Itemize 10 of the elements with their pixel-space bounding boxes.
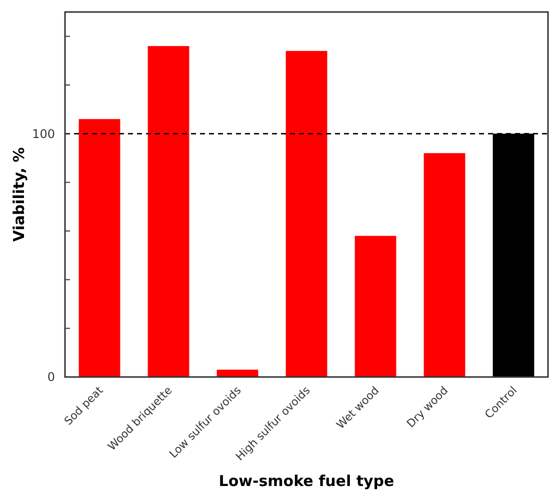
y-axis-title: Viability, %: [10, 147, 28, 242]
bar: [424, 153, 466, 377]
x-axis-title: Low-smoke fuel type: [218, 472, 394, 490]
bar: [78, 119, 120, 377]
bar: [354, 236, 396, 377]
bar: [148, 46, 190, 377]
bar: [286, 50, 328, 377]
y-tick-label: 0: [47, 370, 55, 384]
y-tick-label: 100: [32, 126, 55, 141]
bar: [216, 370, 258, 377]
